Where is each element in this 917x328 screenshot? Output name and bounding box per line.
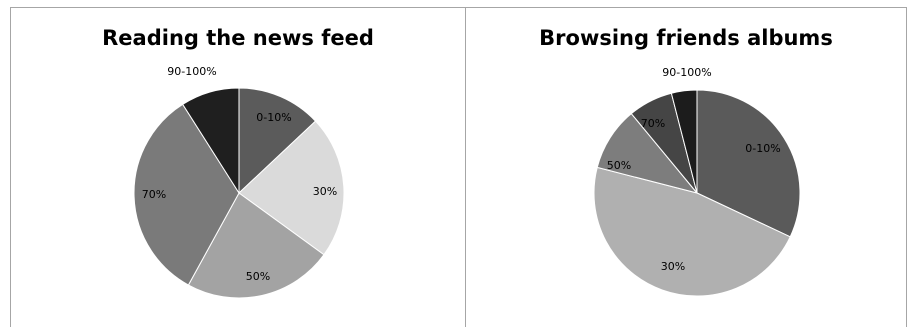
pie-slice-left-0: [238, 87, 317, 195]
pie-slice-label-right-2: 50%: [607, 159, 631, 172]
chart-title-left: Reading the news feed: [102, 26, 374, 50]
pie-slice-label-right-1: 30%: [661, 260, 685, 273]
pie-slice-right-4: [670, 89, 698, 194]
pie-chart-left: 0-10% 30% 50% 70% 90-100%: [133, 65, 345, 299]
pie-slice-label-left-1: 30%: [313, 185, 337, 198]
chart-panel-right: Browsing friends albums 0-10% 30% 50% 70% 90…: [466, 7, 907, 327]
pie-slice-right-1: [593, 166, 791, 297]
pie-slice-left-2: [187, 192, 325, 299]
pie-slice-label-left-2: 50%: [246, 270, 270, 283]
pie-slice-label-left-3: 70%: [142, 188, 166, 201]
pie-slice-label-left-0: 0-10%: [256, 111, 291, 124]
pie-slice-right-0: [696, 89, 801, 238]
pie-slice-left-4: [182, 87, 240, 195]
chart-title-right: Browsing friends albums: [539, 26, 833, 50]
pie-slice-label-right-4: 90-100%: [662, 66, 711, 79]
chart-panel-left: Reading the news feed 0-10% 30% 50% 70% 90-1…: [10, 7, 466, 327]
pie-slice-left-3: [133, 103, 240, 286]
pie-chart-right: 0-10% 30% 50% 70% 90-100%: [593, 66, 801, 297]
pie-slice-left-1: [238, 120, 345, 256]
pie-slice-label-left-4: 90-100%: [167, 65, 216, 78]
pie-slice-label-right-3: 70%: [641, 117, 665, 130]
pie-slice-label-right-0: 0-10%: [745, 142, 780, 155]
